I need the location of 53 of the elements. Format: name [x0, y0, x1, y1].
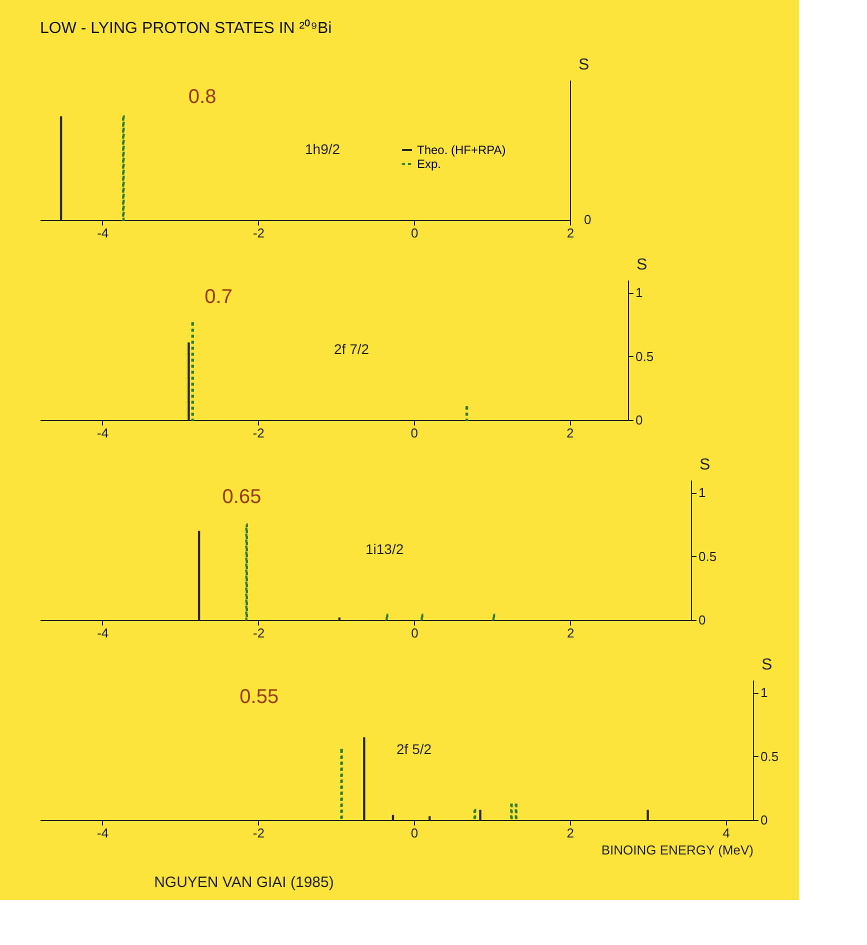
- x-tick-label: -2: [253, 626, 265, 640]
- x-tick-label: -4: [97, 826, 109, 840]
- x-tick-label: 0: [411, 626, 418, 640]
- y-axis-title: S: [636, 256, 648, 274]
- x-tick-label: 0: [411, 226, 418, 240]
- y-tick-label: 0: [636, 412, 643, 428]
- bar: [473, 808, 476, 822]
- x-axis-title: BINOING ENERGY (MeV): [601, 842, 754, 858]
- text: 0.8: [188, 86, 216, 108]
- bar: [245, 523, 248, 622]
- x-tick-label: -2: [252, 426, 264, 440]
- x-tick-label: -4: [97, 626, 109, 640]
- chart-title: LOW - LYING PROTON STATES IN ²⁰⁹Bi: [40, 19, 332, 37]
- bar: [420, 614, 424, 622]
- x-tick-label: 2: [567, 626, 574, 640]
- text: 2f 5/2: [396, 741, 432, 757]
- bar: [492, 614, 496, 622]
- x-tick-label: -2: [252, 226, 265, 240]
- x-tick-label: 0: [410, 826, 418, 840]
- x-tick-label: 0: [410, 426, 418, 440]
- bar: [386, 614, 388, 622]
- y-axis-title: S: [700, 456, 710, 474]
- text: 1i13/2: [366, 541, 404, 557]
- y-tick-label: 0.5: [698, 548, 717, 564]
- y-tick-label: 1: [698, 485, 706, 500]
- annotation: 0.55: [240, 686, 279, 708]
- annotation: 0.65: [222, 486, 262, 508]
- text: 0: [584, 212, 592, 227]
- y-tick-label: 0.5: [760, 748, 779, 764]
- y-tick-label: 0: [760, 812, 768, 828]
- text: NGUYEN VAN GIAI (1985): [154, 874, 334, 891]
- legend-label: Exp.: [417, 157, 442, 171]
- y-tick-label: 0: [698, 612, 706, 628]
- bar: [514, 804, 518, 822]
- y-tick-label: 1: [636, 285, 643, 300]
- x-tick-label: 4: [722, 826, 730, 840]
- y-tick-label: 1: [760, 685, 768, 700]
- text: 2f 7/2: [334, 341, 370, 357]
- bar: [510, 804, 513, 822]
- x-tick-label: -2: [252, 826, 264, 840]
- bar: [191, 322, 194, 422]
- bar: [465, 406, 468, 422]
- text: 1h9/2: [305, 141, 340, 157]
- x-tick-label: -4: [97, 426, 109, 440]
- x-tick-label: -4: [97, 226, 109, 240]
- annotation: 0.7: [204, 286, 232, 308]
- legend-label: Theo. (HF+RPA): [417, 143, 506, 157]
- x-tick-label: 2: [566, 226, 574, 240]
- x-tick-label: 2: [566, 826, 574, 840]
- y-tick-label: 0.5: [636, 348, 654, 364]
- y-axis-title: S: [762, 656, 772, 674]
- x-tick-label: 2: [566, 426, 574, 440]
- y-axis-title: S: [578, 56, 590, 74]
